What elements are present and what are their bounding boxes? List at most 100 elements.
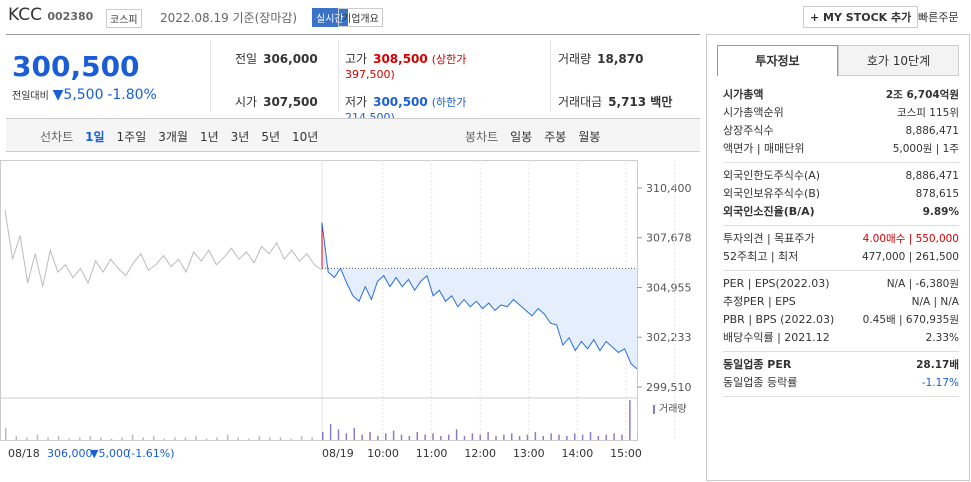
tab[interactable]: 1주일	[116, 130, 147, 144]
tab[interactable]: 1년	[199, 130, 219, 144]
name: KCC	[8, 5, 42, 25]
row: 시가총액순위 코스피 115위	[723, 104, 959, 122]
quick-order[interactable]: 빠른주문	[918, 11, 959, 24]
divider	[6, 34, 700, 35]
tab[interactable]: 3년	[230, 130, 250, 144]
volume-bar	[621, 434, 623, 440]
row-value: 코스피 115위	[896, 107, 959, 119]
tabs: 선차트 1일 1주일 3개월 1년 3년 5년 10년	[40, 128, 330, 145]
row-value: 5,000원 | 1주	[892, 143, 959, 155]
row-label: 액면가 | 매매단위	[723, 142, 805, 155]
prev-line	[4, 209, 323, 287]
volume-bar	[142, 437, 144, 440]
row: 배당수익률 | 2021.12 2.33%	[723, 329, 959, 347]
volume-bar	[121, 437, 123, 440]
tab[interactable]: 1일	[85, 130, 105, 144]
volume-bar	[195, 436, 197, 440]
row: 상장주식수 8,886,471	[723, 122, 959, 140]
tab[interactable]: 3개월	[158, 130, 188, 144]
mystock[interactable]: + MY STOCK 추가	[803, 6, 919, 28]
volume-bar	[416, 432, 418, 440]
volume-bar	[226, 434, 229, 440]
group: 외국인한도주식수(A) 8,886,471 외국인보유주식수(B) 878,615 외국…	[723, 163, 959, 226]
y-tick-label: 304,955	[646, 282, 692, 295]
tab[interactable]: 10년	[292, 130, 319, 144]
row-label: 상장주식수	[723, 124, 774, 137]
x-label: 08/18	[8, 447, 40, 460]
volume-bar	[408, 436, 411, 440]
row: 동일업종 PER 28.17배	[723, 356, 959, 374]
today-line	[321, 222, 638, 370]
volume-bar	[392, 430, 395, 440]
row-label: 투자의견 | 목표주가	[723, 232, 815, 245]
volume-bar	[248, 438, 250, 440]
volume-bar	[89, 436, 92, 440]
volume-bar	[78, 437, 81, 440]
volume-bar	[589, 432, 592, 440]
stat-label: 저가	[345, 95, 368, 109]
tab[interactable]: 월봉	[578, 130, 601, 144]
row: 외국인보유주식수(B) 878,615	[723, 185, 959, 203]
row-value: 0.45배 | 670,935원	[862, 314, 959, 326]
volume-bar	[526, 434, 529, 440]
stat-value: 306,000	[263, 52, 318, 66]
stat-label: 고가	[345, 52, 368, 66]
volume-bar	[613, 433, 615, 440]
tab[interactable]: 주봉	[544, 130, 567, 144]
volume-bar	[432, 433, 434, 440]
x-label: 11:00	[416, 447, 448, 460]
volume-bar	[574, 433, 576, 440]
row-value: 477,000 | 261,500	[861, 251, 959, 263]
volume-bar	[581, 434, 584, 440]
stat-value: 18,870	[597, 52, 644, 66]
volume-bar	[152, 436, 155, 440]
volume-bar	[424, 434, 426, 440]
volume-bar	[495, 436, 497, 440]
row-label: 배당수익률 | 2021.12	[723, 331, 830, 344]
volume-bar	[311, 437, 313, 440]
stat-extra: (상한가 397,500)	[345, 53, 467, 81]
volume-bar	[558, 434, 560, 440]
tab[interactable]: 일봉	[510, 130, 533, 144]
volume-bar	[184, 437, 187, 440]
change: 전일대비 ▼5,500 -1.80%	[12, 87, 157, 103]
volume-bar	[361, 434, 363, 440]
row-value: 9.89%	[922, 206, 959, 218]
volume-bar	[550, 433, 552, 440]
row-label: 동일업종 등락률	[723, 376, 798, 389]
stat-label: 전일	[235, 52, 258, 66]
stat: 고가 308,500 (상한가 397,500)	[345, 50, 505, 81]
row-value: 2.33%	[925, 332, 959, 344]
prev-rate: (-1.61%)	[127, 447, 175, 460]
divider	[210, 40, 211, 112]
tab[interactable]: 5년	[261, 130, 281, 144]
stat-label: 거래대금	[558, 95, 603, 109]
volume-bar	[47, 437, 49, 440]
stat-value: 300,500	[373, 95, 428, 109]
volume-bar	[269, 437, 271, 440]
group: 투자의견 | 목표주가 4.00매수 | 550,000 52주최고 | 최저 477…	[723, 226, 959, 271]
volume-bar	[377, 436, 379, 440]
volume-bar	[36, 434, 39, 440]
chart: 310,400 307,678 304,955 302,233 299,510 거래량 08…	[0, 160, 692, 460]
stat-value: 308,500	[373, 52, 428, 66]
volume-legend	[653, 405, 655, 414]
x-label: 14:00	[562, 447, 594, 460]
side-tab[interactable]: 호가 10단계	[838, 45, 959, 76]
row-value: 28.17배	[916, 359, 959, 371]
code: 002380	[47, 10, 94, 23]
row-label: 추정PER | EPS	[723, 295, 796, 308]
volume-bar	[479, 434, 481, 440]
side-tab[interactable]: 투자정보	[717, 45, 838, 76]
stat: 시가 307,500	[235, 93, 395, 110]
volume-bar	[5, 428, 7, 440]
volume-bar	[26, 437, 28, 440]
volume-bar	[597, 436, 600, 440]
row: 시가총액 2조 6,704억원	[723, 86, 959, 104]
row-value: 8,886,471	[905, 125, 959, 137]
volume-bar	[518, 436, 521, 440]
volume-bar	[471, 433, 474, 440]
row-value: 2조 6,704억원	[885, 89, 959, 101]
overview[interactable]: 기업개요	[338, 8, 383, 27]
